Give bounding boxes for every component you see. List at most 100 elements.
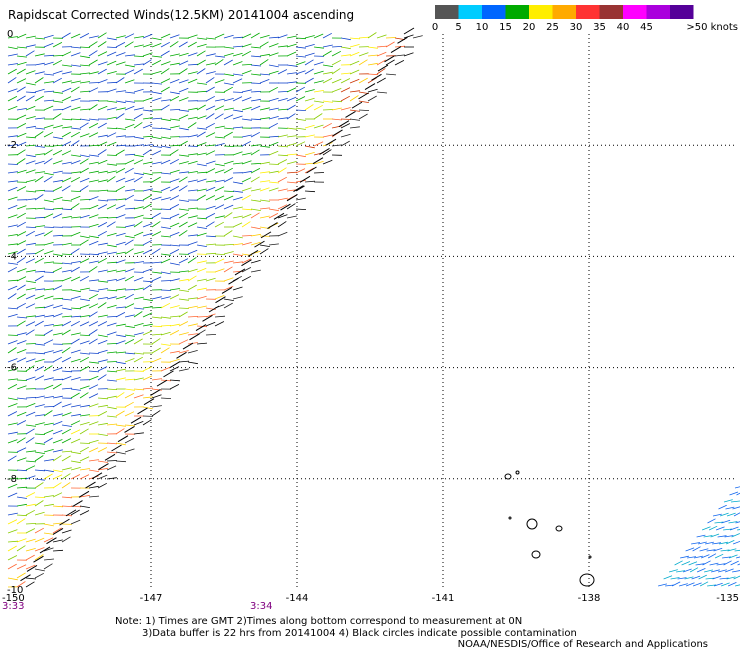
wind-barb [151,97,162,102]
wind-barb [106,415,117,418]
wind-barb [106,51,117,57]
wind-barb [232,235,243,239]
wind-barb [97,122,107,129]
wind-barb [7,555,18,561]
wind-barb [124,334,135,337]
wind-barb [142,144,153,147]
wind-barb [70,131,80,138]
wind-barb [34,375,45,381]
legend-swatch [435,5,459,19]
wind-barb [34,320,44,327]
wind-barb [70,358,81,363]
wind-barb [214,169,225,174]
wind-barb [61,347,71,354]
wind-barb [7,224,18,228]
wind-barb [16,477,28,480]
wind-barb [124,235,135,239]
wind-barb [268,122,278,129]
wind-barb [259,171,270,174]
wind-barb [169,350,180,354]
wind-barb [16,357,27,363]
wind-barb [106,351,117,354]
wind-barb [34,153,45,156]
wind-barb [43,547,54,552]
wind-barb-edge [20,574,31,582]
wind-barb [43,350,54,354]
wind-barb [151,70,162,75]
wind-barb [142,323,153,327]
wind-barb-edge [130,416,142,424]
wind-barb [313,46,324,49]
wind-barb [7,46,18,50]
wind-barb [124,393,135,399]
wind-barb [214,136,225,139]
wind-barb [115,368,126,372]
wind-barb [250,73,261,76]
wind-barb [277,197,288,201]
wind-barb [331,46,343,48]
wind-barb [25,523,37,525]
wind-barb [43,329,53,336]
wind-barb [142,223,153,228]
wind-barb [295,96,306,102]
wind-barb [142,194,152,201]
wind-barb [34,62,45,66]
wind-barb [169,96,180,102]
wind-barb [376,59,386,66]
wind-barb [727,582,737,587]
wind-barb [214,59,224,66]
wind-barb [61,262,73,265]
wind-barb [340,95,350,102]
wind-barb [7,251,18,255]
wind-barb [169,118,180,121]
wind-barb [196,305,207,309]
wind-barb [277,204,288,210]
wind-barb [178,208,189,211]
wind-barb [295,61,306,66]
wind-barb [34,511,45,516]
wind-barb [304,44,315,48]
wind-barb [115,77,125,84]
wind-barb [115,312,126,318]
wind-barb [720,549,730,552]
wind-barb [7,285,18,291]
wind-barb [187,134,198,138]
lat-label: 0 [7,29,13,40]
wind-barb [52,253,63,257]
wind-barb-edge [241,259,252,267]
wind-barb [115,340,126,345]
wind-barb [7,68,17,75]
wind-barb [133,88,144,93]
wind-barb [322,32,332,39]
wind-barb [43,503,54,507]
wind-barb [178,41,188,48]
wind-barb [7,205,18,210]
wind-barb [43,81,54,84]
wind-barb [34,232,45,237]
wind-barb [214,315,226,318]
wind-barb [88,132,99,138]
wind-barb [70,154,81,157]
wind-barb [70,392,80,399]
wind-barb [25,70,36,75]
wind-barb [124,178,135,183]
wind-barb [313,100,324,103]
wind-barb [97,397,109,400]
wind-barb [133,136,144,140]
wind-barb [367,95,377,102]
wind-barb [241,33,252,39]
wind-barb [34,500,44,507]
wind-barb [88,375,99,381]
wind-barb [160,366,171,372]
wind-barb [268,243,279,246]
wind-barb [16,186,27,192]
wind-barb [259,161,270,165]
wind-barb [133,261,144,264]
wind-barb [286,43,297,48]
wind-barb [250,176,260,183]
wind-barb [286,142,297,147]
wind-barb [160,217,172,220]
wind-barb [708,525,718,531]
wind-barb [7,234,18,237]
wind-barb [169,249,180,255]
